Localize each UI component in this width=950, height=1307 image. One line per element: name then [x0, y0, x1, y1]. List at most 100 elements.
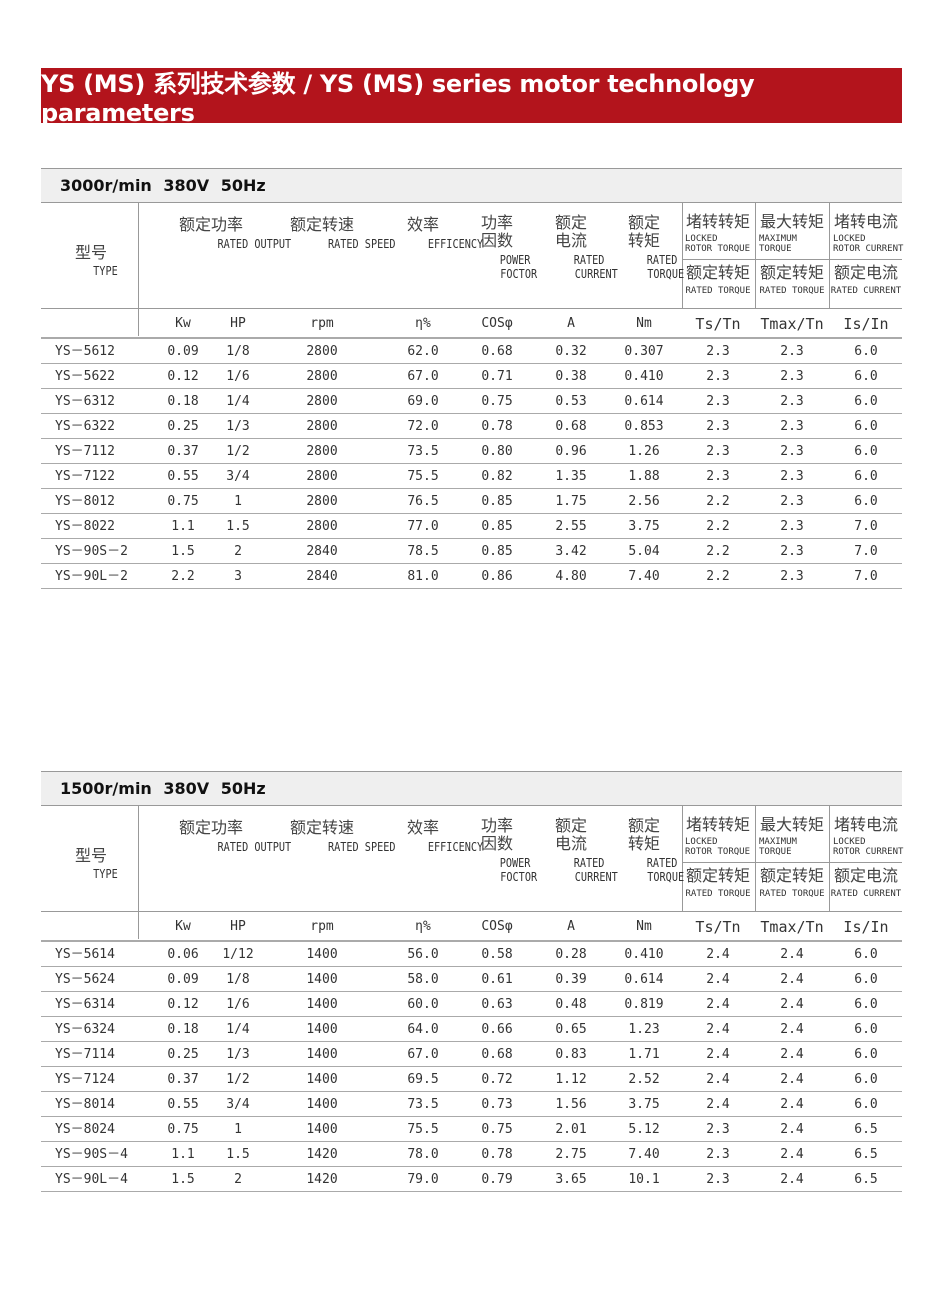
- unit-label: rpm: [310, 919, 334, 934]
- value-cell: 0.48: [555, 997, 587, 1012]
- value-cell: 2.2: [706, 519, 730, 534]
- value-cell: 2.4: [780, 1172, 804, 1187]
- unit-label: Nm: [636, 316, 652, 331]
- unit-label: Kw: [175, 919, 191, 934]
- value-cell: 75.5: [407, 1122, 439, 1137]
- value-cell: 4.80: [555, 569, 587, 584]
- value-cell: 2.4: [706, 1072, 730, 1087]
- value-cell: 1.23: [628, 1022, 660, 1037]
- model-cell: YS－7124: [55, 1072, 115, 1087]
- model-cell: YS－6314: [55, 997, 115, 1012]
- value-cell: 6.0: [854, 419, 878, 434]
- value-cell: 5.12: [628, 1122, 660, 1137]
- current-header-cn1: 额定: [554, 215, 588, 232]
- current-header-cn2: 电流: [554, 836, 588, 853]
- output-header-en: RATED OUTPUT: [217, 237, 292, 251]
- torque-header-en2: TORQUE: [647, 267, 685, 281]
- value-cell: 2.3: [706, 1122, 730, 1137]
- value-cell: 0.06: [167, 947, 199, 962]
- value-cell: 2.3: [706, 1172, 730, 1187]
- value-cell: 0.32: [555, 344, 587, 359]
- table-row: YS－8014 0.55 3/4 1400 73.5 0.73 1.56 3.75 2.4 2.4…: [41, 1092, 902, 1117]
- locked-torque-header-en1: LOCKED: [685, 837, 718, 847]
- value-cell: 2800: [306, 419, 338, 434]
- value-cell: 0.68: [481, 344, 513, 359]
- value-cell: 58.0: [407, 972, 439, 987]
- value-cell: 1.88: [628, 469, 660, 484]
- value-cell: 1400: [306, 1022, 338, 1037]
- value-cell: 0.85: [481, 544, 513, 559]
- max-torque-header-en2: TORQUE: [759, 847, 792, 857]
- value-cell: 10.1: [628, 1172, 660, 1187]
- table-row: YS－6312 0.18 1/4 2800 69.0 0.75 0.53 0.614 2.3 2.…: [41, 389, 902, 414]
- value-cell: 2.01: [555, 1122, 587, 1137]
- value-cell: 2.3: [780, 344, 804, 359]
- model-cell: YS－5614: [55, 947, 115, 962]
- current-header-en1: RATED: [573, 856, 605, 870]
- units-row: Kw HP rpm η% COSφ A Nm Ts/Tn Tmax/Tn Is/In: [41, 912, 902, 942]
- model-cell: YS－6322: [55, 419, 115, 434]
- value-cell: 0.28: [555, 947, 587, 962]
- locked-current-header-en2: ROTOR CURRENT: [833, 847, 904, 857]
- model-cell: YS－5622: [55, 369, 115, 384]
- value-cell: 2: [234, 1172, 242, 1187]
- value-cell: 2.3: [706, 344, 730, 359]
- value-cell: 0.58: [481, 947, 513, 962]
- speed-header-cn: 额定转速: [289, 217, 355, 234]
- value-cell: 1/8: [226, 972, 250, 987]
- value-cell: 1: [234, 494, 242, 509]
- value-cell: 0.86: [481, 569, 513, 584]
- max-torque-header-en2: TORQUE: [759, 244, 792, 254]
- value-cell: 1/8: [226, 344, 250, 359]
- model-cell: YS－90S－2: [55, 544, 128, 559]
- value-cell: 0.37: [167, 1072, 199, 1087]
- locked-current-header-en: LOCKED ROTOR CURRENT: [833, 234, 903, 254]
- value-cell: 2.4: [706, 1047, 730, 1062]
- value-cell: 2.4: [780, 1047, 804, 1062]
- table-header: 型号 TYPE 额定功率 RATED OUTPUT 额定转速 RATED SPEED 效率 E…: [41, 806, 904, 939]
- power-factor-header-cn1: 功率: [480, 215, 514, 232]
- value-cell: 5.04: [628, 544, 660, 559]
- table-row: YS－7114 0.25 1/3 1400 67.0 0.68 0.83 1.71 2.4 2.4…: [41, 1042, 902, 1067]
- model-cell: YS－6312: [55, 394, 115, 409]
- locked-current-header-cn: 堵转电流: [833, 214, 899, 231]
- locked-torque-rated-header-en: RATED TORQUE: [685, 286, 751, 296]
- value-cell: 76.5: [407, 494, 439, 509]
- unit-label: HP: [230, 919, 246, 934]
- torque-header-cn2: 转矩: [627, 233, 661, 250]
- value-cell: 67.0: [407, 1047, 439, 1062]
- value-cell: 73.5: [407, 1097, 439, 1112]
- value-cell: 0.72: [481, 1072, 513, 1087]
- model-cell: YS－5624: [55, 972, 115, 987]
- value-cell: 3/4: [226, 1097, 250, 1112]
- value-cell: 2.4: [706, 947, 730, 962]
- value-cell: 2.52: [628, 1072, 660, 1087]
- value-cell: 0.78: [481, 1147, 513, 1162]
- value-cell: 69.0: [407, 394, 439, 409]
- max-torque-header-cn: 最大转矩: [759, 214, 825, 231]
- table-row: YS－90L－2 2.2 3 2840 81.0 0.86 4.80 7.40 2.2 2.3 7.…: [41, 564, 902, 589]
- value-cell: 2.3: [780, 569, 804, 584]
- table-row: YS－5614 0.06 1/12 1400 56.0 0.58 0.28 0.410 2.4 2…: [41, 942, 902, 967]
- value-cell: 1.75: [555, 494, 587, 509]
- model-cell: YS－8024: [55, 1122, 115, 1137]
- value-cell: 0.71: [481, 369, 513, 384]
- value-cell: 1: [234, 1122, 242, 1137]
- unit-label: Is/In: [843, 918, 889, 936]
- value-cell: 2800: [306, 444, 338, 459]
- table-row: YS－6314 0.12 1/6 1400 60.0 0.63 0.48 0.819 2.4 2.…: [41, 992, 902, 1017]
- value-cell: 62.0: [407, 344, 439, 359]
- locked-current-header-en1: LOCKED: [833, 837, 866, 847]
- efficiency-header-cn: 效率: [406, 820, 440, 837]
- value-cell: 0.85: [481, 519, 513, 534]
- value-cell: 1/12: [222, 947, 254, 962]
- value-cell: 3.42: [555, 544, 587, 559]
- max-torque-rated-header-en: RATED TORQUE: [759, 286, 825, 296]
- value-cell: 6.0: [854, 344, 878, 359]
- unit-label: COSφ: [481, 316, 513, 331]
- value-cell: 2.56: [628, 494, 660, 509]
- output-header-cn: 额定功率: [178, 217, 244, 234]
- table-row: YS－7112 0.37 1/2 2800 73.5 0.80 0.96 1.26 2.3 2.3…: [41, 439, 902, 464]
- value-cell: 0.63: [481, 997, 513, 1012]
- value-cell: 0.53: [555, 394, 587, 409]
